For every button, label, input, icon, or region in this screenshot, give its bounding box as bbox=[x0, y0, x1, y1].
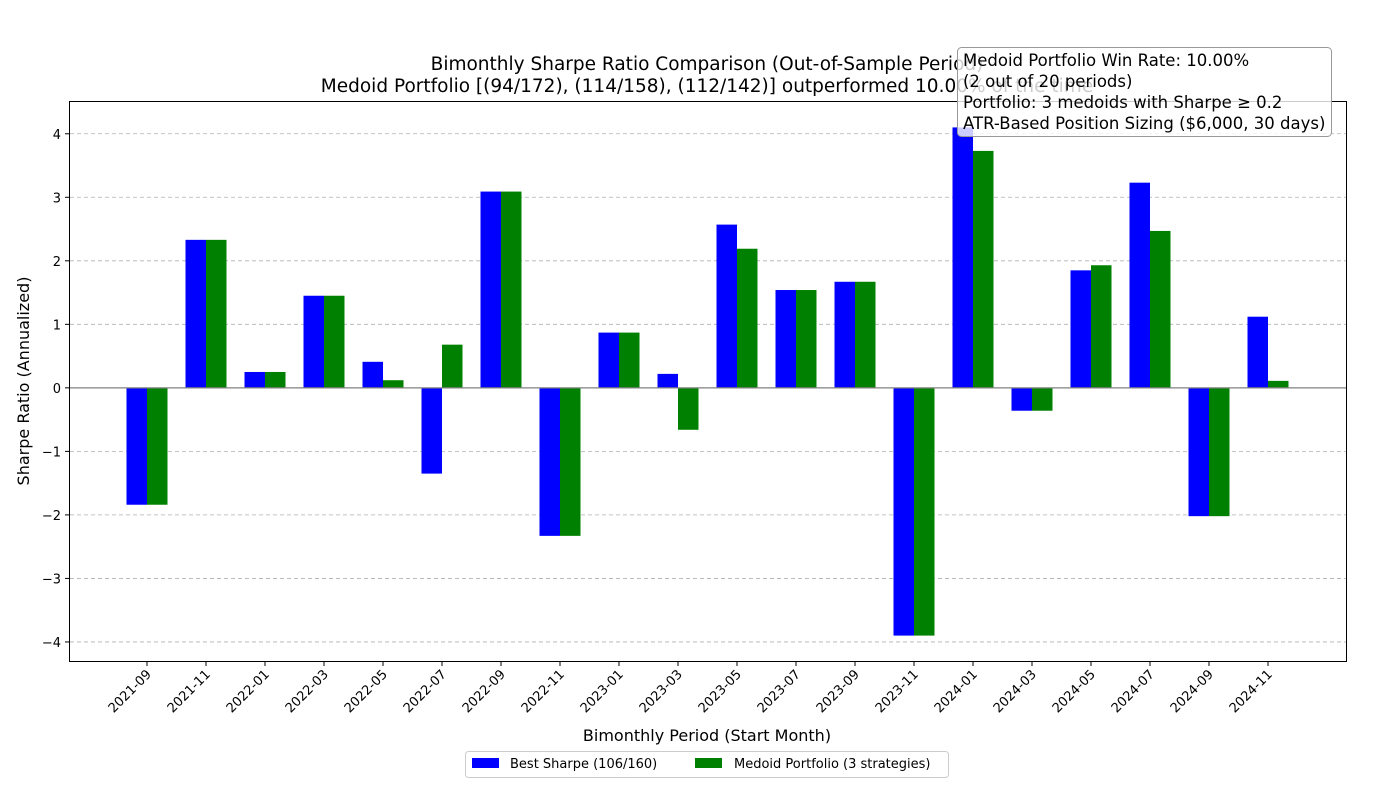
bar-medoid-portfolio bbox=[206, 239, 227, 388]
bar-best-sharpe bbox=[834, 281, 855, 388]
x-tick-label: 2023-05 bbox=[696, 667, 745, 716]
y-tick-label: −1 bbox=[42, 445, 61, 460]
bar-best-sharpe bbox=[1129, 182, 1150, 388]
bar-best-sharpe bbox=[657, 373, 678, 388]
annotation-line: Medoid Portfolio Win Rate: 10.00% bbox=[963, 51, 1249, 70]
bar-medoid-portfolio bbox=[855, 281, 876, 388]
bar-best-sharpe bbox=[362, 361, 383, 388]
bars bbox=[126, 127, 1289, 636]
x-tick-label: 2024-03 bbox=[991, 667, 1040, 716]
bar-best-sharpe bbox=[1011, 387, 1032, 411]
plot-frame bbox=[69, 101, 1347, 662]
x-tick-label: 2024-11 bbox=[1227, 667, 1276, 716]
bar-best-sharpe bbox=[244, 371, 265, 388]
annotation-background bbox=[957, 47, 1332, 137]
bar-medoid-portfolio bbox=[619, 332, 640, 388]
bar-best-sharpe bbox=[1247, 316, 1268, 388]
annotation-box: Medoid Portfolio Win Rate: 10.00% (2 out… bbox=[957, 47, 1332, 137]
x-axis-label: Bimonthly Period (Start Month) bbox=[583, 726, 831, 745]
y-axis-label: Sharpe Ratio (Annualized) bbox=[14, 277, 33, 486]
legend-swatch-medoid-portfolio bbox=[695, 758, 722, 768]
bar-best-sharpe bbox=[716, 224, 737, 388]
x-tick-label: 2022-09 bbox=[460, 667, 509, 716]
bar-best-sharpe bbox=[1070, 270, 1091, 388]
bar-best-sharpe bbox=[1188, 387, 1209, 517]
x-tick-label: 2024-01 bbox=[932, 667, 981, 716]
legend-label-medoid-portfolio: Medoid Portfolio (3 strategies) bbox=[734, 757, 931, 772]
bar-medoid-portfolio bbox=[501, 191, 522, 388]
bar-medoid-portfolio bbox=[383, 380, 404, 388]
bar-medoid-portfolio bbox=[1268, 380, 1289, 388]
y-tick-label: 4 bbox=[53, 128, 61, 143]
annotation-line: (2 out of 20 periods) bbox=[963, 72, 1132, 91]
x-tick-label: 2022-01 bbox=[224, 667, 273, 716]
x-tick-label: 2021-09 bbox=[106, 667, 155, 716]
bar-best-sharpe bbox=[185, 239, 206, 388]
x-axis: 2021-09 2021-11 2022-01 2022-03 2022-05 2022-… bbox=[106, 661, 1276, 716]
x-tick-label: 2023-07 bbox=[755, 667, 804, 716]
bar-medoid-portfolio bbox=[324, 295, 345, 388]
bar-best-sharpe bbox=[775, 290, 796, 388]
legend-swatch-best-sharpe bbox=[472, 758, 499, 768]
bar-medoid-portfolio bbox=[1032, 387, 1053, 411]
bar-best-sharpe bbox=[539, 387, 560, 536]
annotation-line: Portfolio: 3 medoids with Sharpe ≥ 0.2 bbox=[963, 93, 1282, 112]
x-tick-label: 2022-11 bbox=[519, 667, 568, 716]
x-tick-label: 2022-03 bbox=[283, 667, 332, 716]
legend: Best Sharpe (106/160) Medoid Portfolio (… bbox=[465, 751, 949, 778]
bar-medoid-portfolio bbox=[560, 387, 581, 536]
x-tick-label: 2023-01 bbox=[578, 667, 627, 716]
bar-best-sharpe bbox=[303, 295, 324, 388]
bar-medoid-portfolio bbox=[442, 344, 463, 388]
x-tick-label: 2022-07 bbox=[401, 667, 450, 716]
bar-medoid-portfolio bbox=[147, 387, 168, 505]
x-tick-label: 2023-09 bbox=[814, 667, 863, 716]
bar-medoid-portfolio bbox=[796, 290, 817, 388]
bar-medoid-portfolio bbox=[678, 387, 699, 430]
x-tick-label: 2022-05 bbox=[342, 667, 391, 716]
y-tick-label: 0 bbox=[53, 382, 61, 397]
chart-title-line1: Bimonthly Sharpe Ratio Comparison (Out-o… bbox=[431, 54, 984, 75]
bar-medoid-portfolio bbox=[973, 150, 994, 388]
bar-best-sharpe bbox=[480, 191, 501, 388]
bar-best-sharpe bbox=[598, 332, 619, 388]
y-tick-label: 3 bbox=[53, 191, 61, 206]
x-tick-label: 2024-09 bbox=[1168, 667, 1217, 716]
y-tick-label: −3 bbox=[42, 572, 61, 587]
bar-medoid-portfolio bbox=[265, 371, 286, 388]
x-tick-label: 2024-07 bbox=[1109, 667, 1158, 716]
y-tick-label: 2 bbox=[53, 255, 61, 270]
x-tick-label: 2021-11 bbox=[165, 667, 214, 716]
y-tick-label: 1 bbox=[53, 318, 61, 333]
bar-medoid-portfolio bbox=[737, 248, 758, 388]
y-tick-label: −4 bbox=[42, 636, 61, 651]
x-tick-label: 2023-11 bbox=[873, 667, 922, 716]
chart-title-line2: Medoid Portfolio [(94/172), (114/158), (… bbox=[321, 76, 1093, 97]
bar-medoid-portfolio bbox=[1150, 230, 1171, 388]
x-tick-label: 2024-05 bbox=[1050, 667, 1099, 716]
bar-medoid-portfolio bbox=[914, 387, 935, 636]
x-tick-label: 2023-03 bbox=[637, 667, 686, 716]
bar-medoid-portfolio bbox=[1209, 387, 1230, 517]
bar-best-sharpe bbox=[952, 127, 973, 388]
bar-best-sharpe bbox=[126, 387, 147, 505]
bar-best-sharpe bbox=[893, 387, 914, 636]
bar-best-sharpe bbox=[421, 387, 442, 474]
annotation-line: ATR-Based Position Sizing ($6,000, 30 da… bbox=[963, 114, 1325, 133]
bar-medoid-portfolio bbox=[1091, 265, 1112, 388]
y-tick-label: −2 bbox=[42, 509, 61, 524]
y-axis: −4 −3 −2 −1 0 1 2 3 4 bbox=[42, 128, 70, 651]
legend-label-best-sharpe: Best Sharpe (106/160) bbox=[510, 757, 657, 772]
